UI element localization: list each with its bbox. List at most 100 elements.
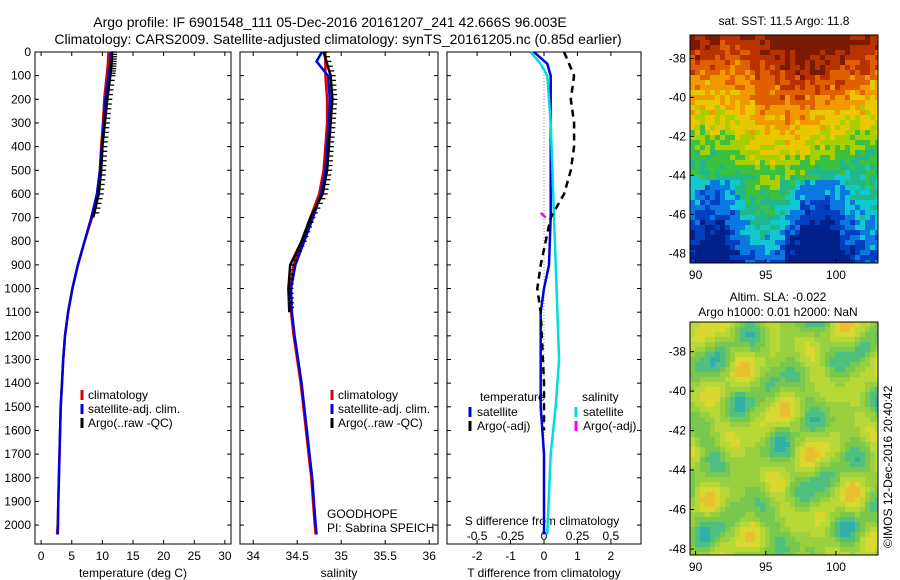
sla-cell: [825, 382, 831, 388]
sla-cell: [740, 347, 746, 353]
sla-cell: [750, 332, 756, 338]
sst-cell: [850, 175, 856, 181]
sla-cell: [735, 337, 741, 343]
sla-cell: [800, 387, 806, 393]
sla-cell: [735, 547, 741, 553]
sst-cell: [715, 175, 721, 181]
sla-cell: [850, 377, 856, 383]
sla-cell: [800, 372, 806, 378]
sla-cell: [810, 542, 816, 548]
sst-cell: [705, 205, 711, 211]
sla-cell: [695, 412, 701, 418]
sst-cell: [725, 260, 731, 263]
sst-cell: [775, 150, 781, 156]
sst-cell: [775, 90, 781, 96]
sst-cell: [850, 120, 856, 126]
sla-cell: [705, 447, 711, 453]
sla-cell: [715, 432, 721, 438]
sst-cell: [740, 225, 746, 231]
sla-cell: [770, 427, 776, 433]
sla-cell: [760, 347, 766, 353]
sla-cell: [800, 517, 806, 523]
sla-cell: [715, 342, 721, 348]
sst-cell: [805, 175, 811, 181]
sst-cell: [790, 215, 796, 221]
sst-cell: [790, 170, 796, 176]
sla-cell: [855, 437, 861, 443]
sla-cell: [695, 442, 701, 448]
sst-cell: [825, 95, 831, 101]
sla-cell: [740, 417, 746, 423]
sst-cell: [840, 180, 846, 186]
sla-cell: [805, 382, 811, 388]
sla-cell: [715, 387, 721, 393]
sla-cell: [785, 547, 791, 553]
sla-cell: [710, 402, 716, 408]
sst-cell: [825, 160, 831, 166]
sla-cell: [705, 542, 711, 548]
sla-cell: [840, 492, 846, 498]
sst-cell: [720, 55, 726, 61]
sst-cell: [695, 40, 701, 46]
sst-cell: [795, 155, 801, 161]
sla-cell: [695, 322, 701, 328]
sla-cell: [805, 472, 811, 478]
sst-cell: [835, 90, 841, 96]
sla-cell: [690, 322, 696, 328]
sst-cell: [760, 260, 766, 263]
sla-cell: [730, 492, 736, 498]
sst-cell: [740, 90, 746, 96]
sla-cell: [855, 387, 861, 393]
sla-cell: [820, 357, 826, 363]
sla-cell: [700, 492, 706, 498]
sst-cell: [745, 90, 751, 96]
sla-cell: [765, 377, 771, 383]
sst-cell: [865, 165, 871, 171]
sst-cell: [865, 205, 871, 211]
sla-cell: [845, 477, 851, 483]
sla-cell: [835, 392, 841, 398]
sst-cell: [785, 130, 791, 136]
sst-cell: [830, 210, 836, 216]
sla-cell: [805, 457, 811, 463]
sla-cell: [820, 337, 826, 343]
sst-cell: [770, 170, 776, 176]
sla-cell: [695, 492, 701, 498]
sla-cell: [845, 522, 851, 528]
sla-cell: [755, 367, 761, 373]
sst-cell: [830, 220, 836, 226]
sst-cell: [775, 140, 781, 146]
sst-cell: [750, 120, 756, 126]
sla-cell: [810, 457, 816, 463]
sla-cell: [850, 337, 856, 343]
sla-cell: [710, 482, 716, 488]
sst-cell: [775, 100, 781, 106]
sst-cell: [815, 100, 821, 106]
sst-cell: [800, 60, 806, 66]
sla-cell: [715, 372, 721, 378]
sla-cell: [800, 427, 806, 433]
sst-cell: [770, 55, 776, 61]
sla-cell: [765, 527, 771, 533]
sla-cell: [705, 327, 711, 333]
sla-cell: [710, 452, 716, 458]
sla-cell: [710, 552, 716, 555]
sst-cell: [785, 200, 791, 206]
sla-cell: [795, 382, 801, 388]
sla-cell: [855, 512, 861, 518]
sla-cell: [705, 402, 711, 408]
sla-cell: [815, 442, 821, 448]
sla-cell: [755, 452, 761, 458]
sst-cell: [725, 115, 731, 121]
sla-cell: [845, 372, 851, 378]
sla-cell: [800, 502, 806, 508]
sla-cell: [815, 547, 821, 553]
sst-cell: [700, 140, 706, 146]
sla-cell: [745, 542, 751, 548]
sst-cell: [830, 120, 836, 126]
sst-cell: [735, 80, 741, 86]
sla-cell: [735, 507, 741, 513]
sst-cell: [745, 75, 751, 81]
sla-cell: [815, 327, 821, 333]
sst-cell: [700, 200, 706, 206]
